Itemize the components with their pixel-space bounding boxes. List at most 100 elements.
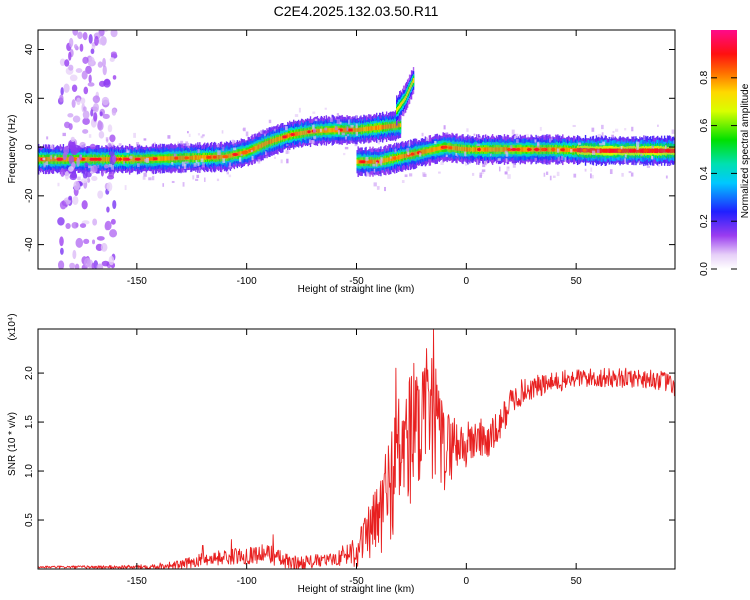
ridge-cell: [390, 157, 392, 162]
noise-cell: [336, 113, 339, 116]
noise-cell: [100, 168, 104, 177]
ridge-cell: [274, 138, 276, 143]
noise-cell: [609, 169, 613, 175]
ridge-cell: [521, 147, 523, 152]
ridge-cell: [500, 147, 503, 152]
ridge-cell: [167, 156, 169, 161]
ridge-cell: [399, 154, 401, 160]
noise-cell: [407, 151, 410, 156]
noise-cell: [68, 51, 72, 61]
ridge-cell: [170, 156, 172, 161]
noise-cell: [87, 165, 92, 169]
noise-cell: [216, 178, 220, 182]
ridge-cell: [465, 146, 467, 152]
noise-cell: [664, 145, 667, 149]
noise-cell: [591, 174, 594, 179]
noise-cell: [548, 138, 551, 143]
ridge-cell: [368, 126, 370, 132]
noise-cell: [123, 160, 125, 165]
ridge-cell: [298, 131, 301, 136]
noise-cell: [173, 153, 177, 157]
noise-cell: [88, 56, 95, 66]
ridge-cell: [275, 137, 277, 143]
ridge-cell: [203, 155, 205, 160]
noise-cell: [375, 161, 378, 167]
noise-cell: [57, 260, 65, 269]
ridge-cell: [628, 149, 633, 153]
ridge-cell: [648, 148, 650, 153]
ridge-cell: [466, 147, 468, 152]
ridge-cell: [484, 147, 486, 152]
ridge-cell: [104, 156, 106, 162]
ridge-cell: [415, 151, 418, 156]
ridge-cell: [375, 125, 377, 131]
ridge-cell: [45, 156, 48, 162]
ridge-cell: [330, 127, 332, 133]
ridge-cell: [413, 151, 416, 157]
noise-cell: [118, 143, 122, 147]
ridge-cell: [391, 123, 394, 129]
ridge-cell: [165, 156, 167, 161]
ridge-cell: [580, 148, 583, 153]
ridge-cell: [559, 147, 561, 152]
y-tick-label: 1.5: [24, 415, 35, 429]
ridge-cell: [356, 159, 358, 164]
noise-cell: [406, 147, 410, 152]
ridge-cell: [158, 156, 160, 161]
noise-cell: [590, 167, 593, 172]
noise-cell: [440, 161, 444, 165]
noise-cell: [320, 128, 322, 132]
noise-cell: [64, 59, 70, 67]
ridge-cell: [471, 147, 473, 152]
noise-cell: [384, 186, 386, 192]
ridge-cell: [231, 152, 234, 158]
ridge-cell: [658, 148, 661, 153]
ridge-cell: [101, 156, 103, 162]
noise-cell: [153, 141, 156, 145]
noise-cell: [111, 108, 117, 116]
noise-cell: [473, 133, 476, 136]
ridge-cell: [321, 128, 324, 133]
noise-cell: [481, 169, 486, 172]
ridge-cell: [613, 148, 615, 153]
noise-cell: [478, 136, 482, 140]
noise-cell: [481, 171, 485, 174]
noise-cell: [94, 35, 99, 46]
ridge-cell: [607, 148, 609, 153]
ridge-cell: [238, 151, 241, 156]
ridge-cell: [367, 126, 369, 131]
noise-cell: [109, 229, 118, 238]
ridge-cell: [616, 148, 618, 153]
ridge-cell: [371, 126, 373, 131]
noise-cell: [264, 151, 267, 156]
ridge-cell: [52, 157, 55, 162]
ridge-cell: [237, 151, 240, 157]
ridge-cell: [297, 131, 300, 136]
ridge-cell: [610, 148, 612, 153]
ridge-cell: [366, 126, 368, 132]
ridge-cell: [481, 147, 483, 152]
ridge-cell: [67, 157, 70, 162]
noise-cell: [552, 175, 556, 178]
ridge-cell: [548, 147, 550, 152]
noise-cell: [144, 158, 148, 163]
noise-cell: [280, 159, 283, 164]
noise-cell: [624, 128, 627, 131]
ridge-cell: [323, 128, 326, 133]
ridge-cell: [469, 147, 471, 152]
noise-cell: [105, 137, 109, 142]
ridge-cell: [365, 126, 367, 132]
snr-axes: -150 -100 -50 0 50 0.5 1.0 1.5 2.0: [24, 329, 675, 587]
ridge-cell: [458, 146, 460, 151]
ridge-cell: [369, 126, 371, 131]
ridge-cell: [591, 148, 594, 153]
ridge-cell: [65, 156, 68, 162]
ridge-cell: [299, 130, 302, 136]
ridge-cell: [252, 147, 254, 152]
ridge-cell: [164, 156, 166, 161]
noise-cell: [46, 136, 49, 140]
ridge-cell: [550, 148, 556, 151]
snr-ylabel: SNR (10 * v/v): [7, 412, 18, 476]
ridge-cell: [239, 151, 242, 156]
ridge-cell: [212, 155, 217, 159]
